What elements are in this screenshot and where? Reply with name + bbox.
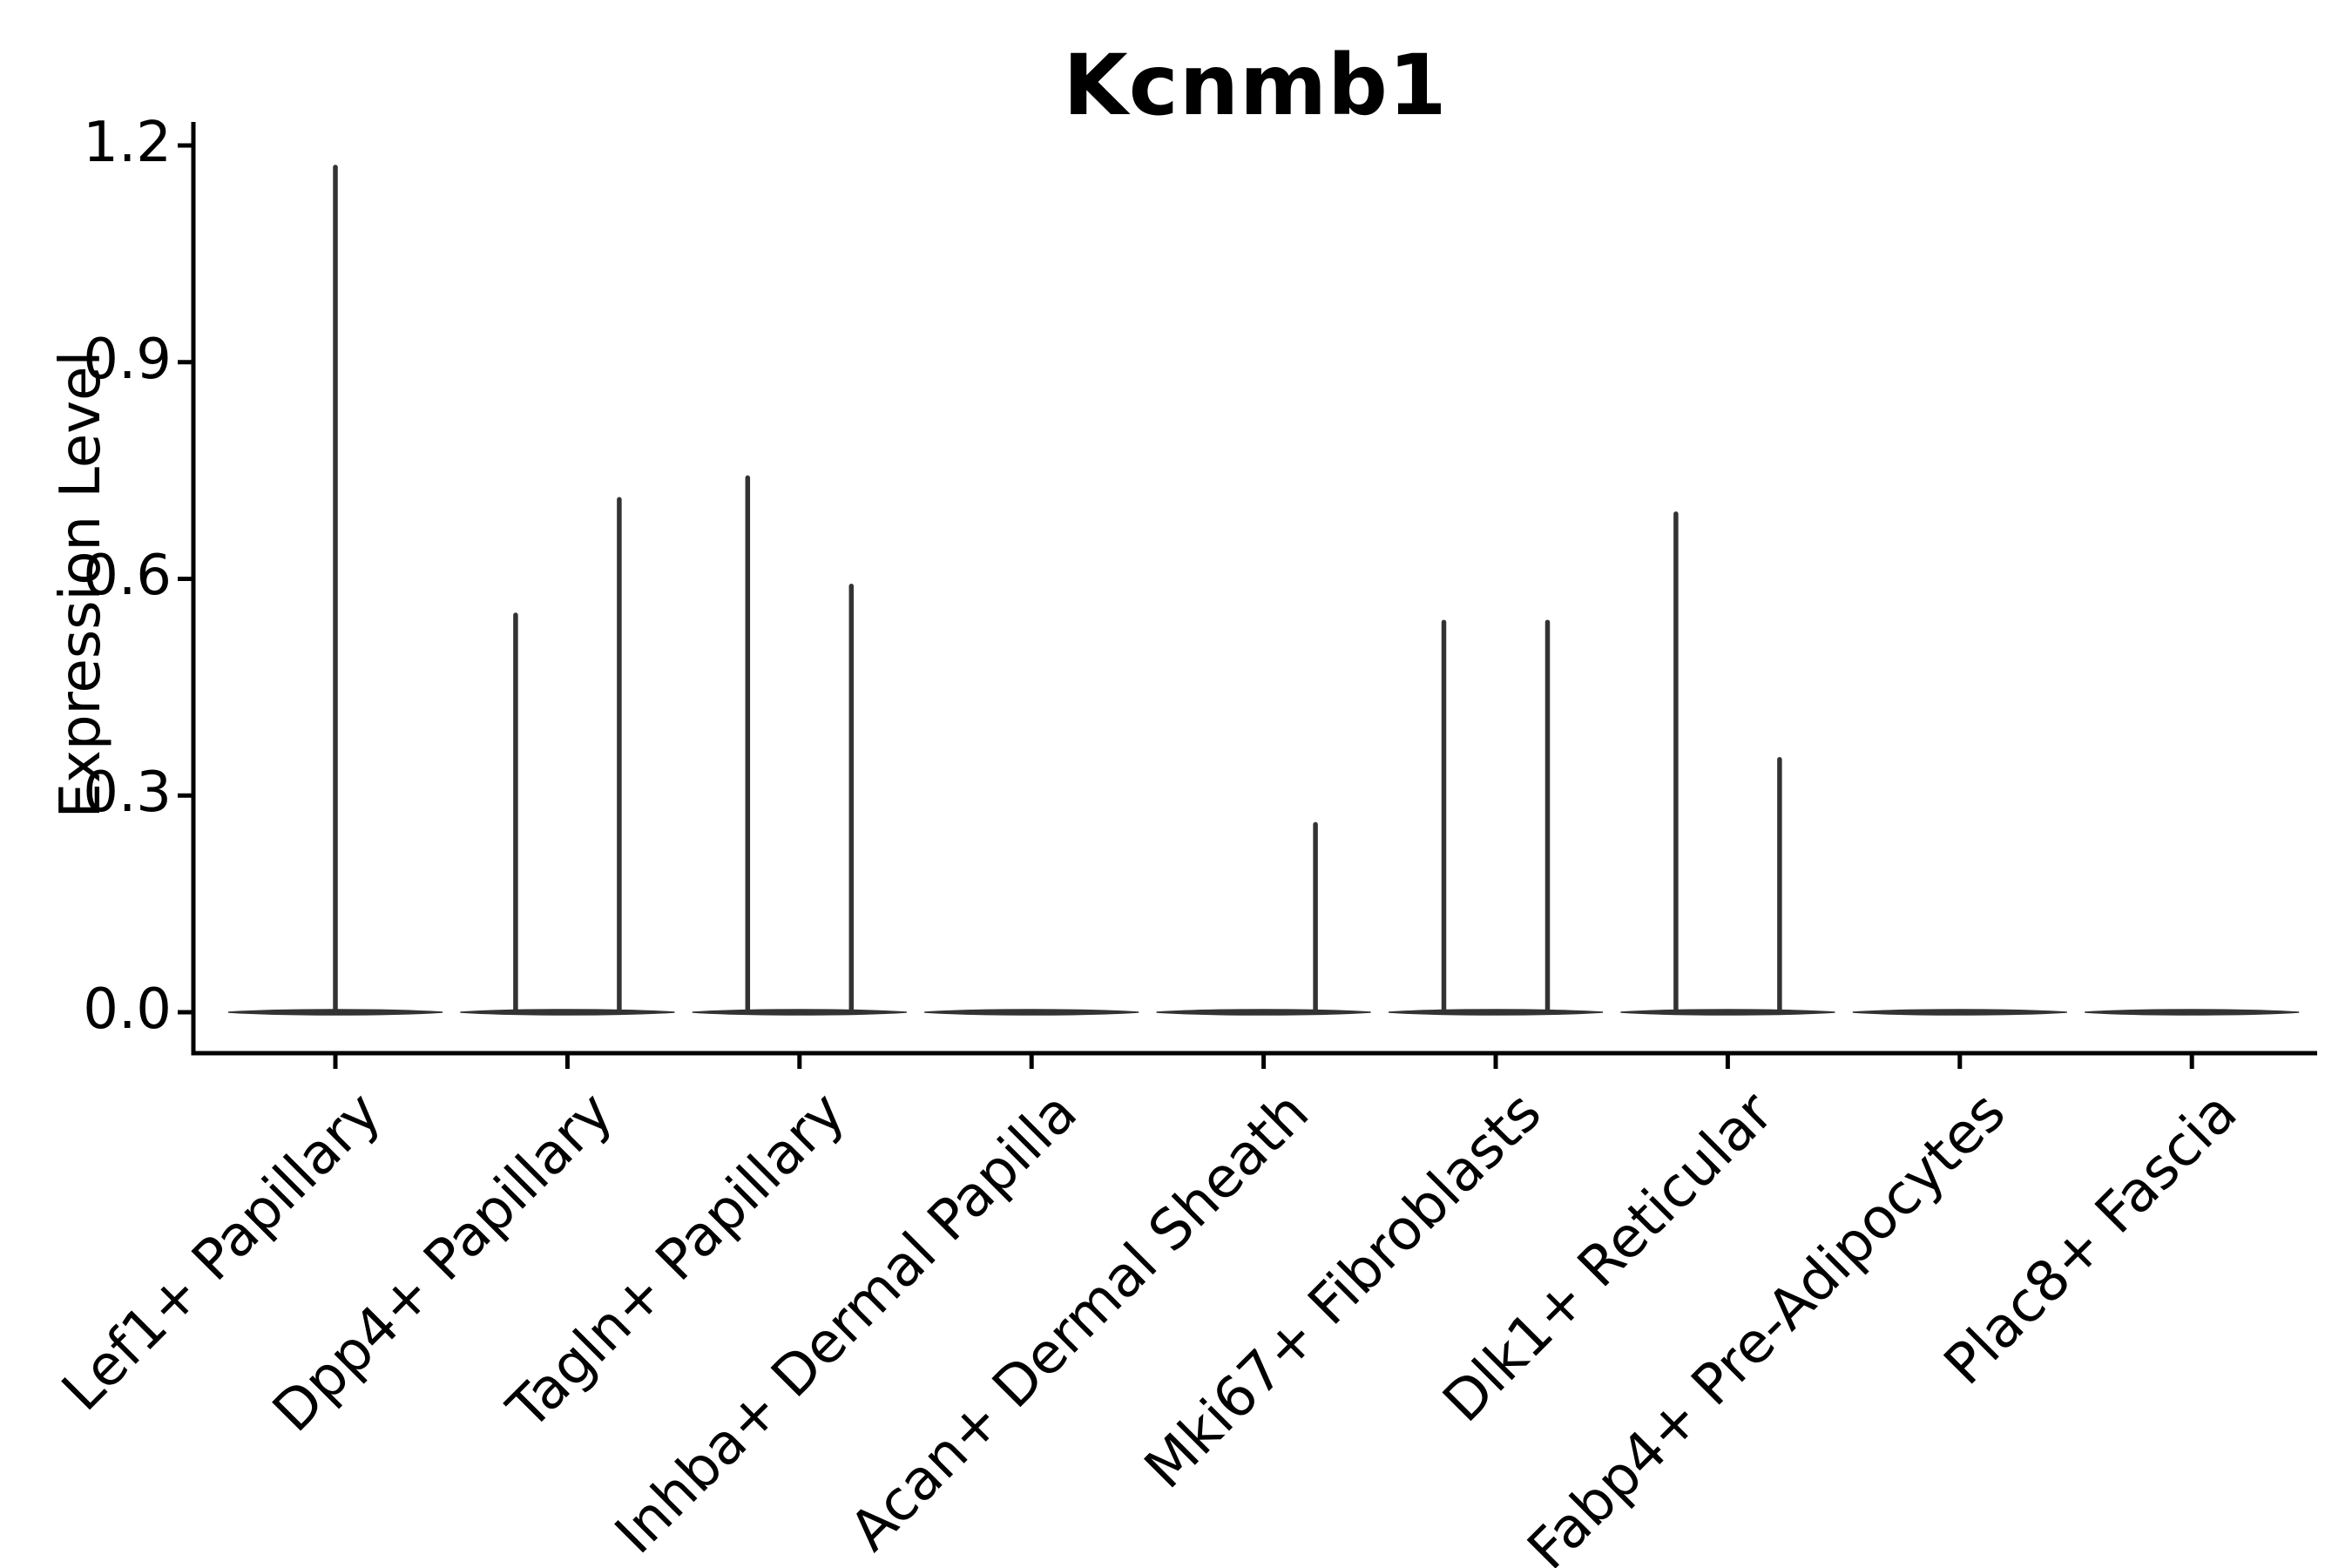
violin-baseline — [924, 1009, 1139, 1016]
y-tick-label: 0.6 — [83, 544, 172, 609]
violin-baseline — [1388, 1009, 1604, 1016]
violin-baseline — [1852, 1009, 2067, 1016]
violin-baseline — [460, 1009, 675, 1016]
violin-baseline — [692, 1009, 907, 1016]
y-tick-label: 0.0 — [83, 977, 172, 1043]
y-tick-label: 0.9 — [83, 327, 172, 392]
violin-baseline — [1156, 1009, 1371, 1016]
page-title: Kcnmb1 — [1063, 37, 1448, 134]
violin-baseline — [2085, 1009, 2300, 1016]
violin-baseline — [1620, 1009, 1835, 1016]
y-tick-label: 1.2 — [83, 111, 172, 176]
y-tick-label: 0.3 — [83, 760, 172, 826]
